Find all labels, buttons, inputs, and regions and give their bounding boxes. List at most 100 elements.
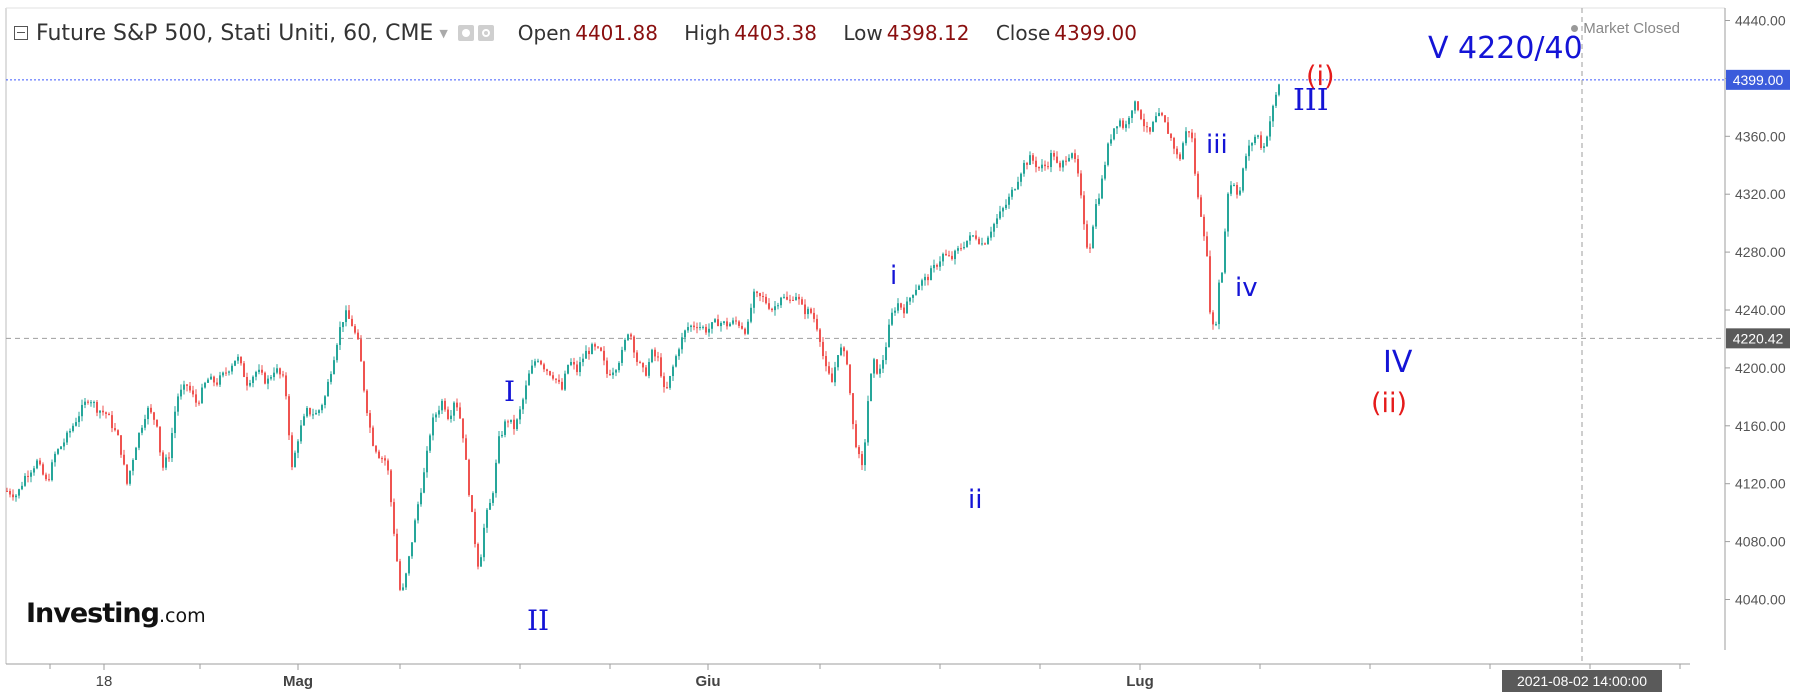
candle-body xyxy=(258,369,260,373)
candle-body xyxy=(450,415,452,419)
candle-body xyxy=(336,344,338,361)
candle-body xyxy=(81,404,83,417)
candle-body xyxy=(1164,115,1166,123)
candle-body xyxy=(678,349,680,357)
candle-body xyxy=(921,280,923,286)
candle-body xyxy=(1272,105,1274,122)
candle-body xyxy=(933,264,935,269)
candle-body xyxy=(1050,152,1052,168)
candle-body xyxy=(516,419,518,430)
candle-body xyxy=(369,413,371,428)
candle-body xyxy=(588,350,590,355)
candle-body xyxy=(963,246,965,249)
symbol-title[interactable]: Future S&P 500, Stati Uniti, 60, CME xyxy=(36,20,434,46)
candle-body xyxy=(609,373,611,376)
candle-body xyxy=(732,320,734,324)
candle-body xyxy=(1134,101,1136,111)
candle-body xyxy=(129,470,131,484)
candle-body xyxy=(84,401,86,405)
candle-body xyxy=(351,318,353,327)
candle-body xyxy=(972,235,974,237)
candle-body xyxy=(579,362,581,373)
candle-body xyxy=(498,436,500,463)
eye-icon[interactable] xyxy=(457,25,474,41)
low-label: Low xyxy=(843,21,883,45)
candle-body xyxy=(1086,224,1088,248)
gear-icon[interactable] xyxy=(477,25,494,41)
candle-body xyxy=(1275,94,1277,106)
candle-body xyxy=(1128,117,1130,125)
candle-body xyxy=(714,319,716,323)
candle-body xyxy=(114,428,116,431)
candle-body xyxy=(216,382,218,385)
candle-body xyxy=(42,464,44,475)
candle-body xyxy=(582,358,584,363)
candle-body xyxy=(915,289,917,295)
candle-body xyxy=(594,344,596,347)
chevron-down-icon[interactable]: ▼ xyxy=(439,26,448,40)
candle-body xyxy=(525,385,527,400)
candle-body xyxy=(87,401,89,403)
y-tick-label: 4160.00 xyxy=(1735,418,1786,434)
candle-body xyxy=(315,412,317,415)
x-tick-label: Giu xyxy=(696,673,721,690)
candle-body xyxy=(213,376,215,383)
candle-body xyxy=(279,368,281,375)
candle-body xyxy=(909,297,911,302)
candle-body xyxy=(222,372,224,376)
candle-body xyxy=(282,374,284,376)
candle-body xyxy=(927,276,929,281)
candle-body xyxy=(402,587,404,590)
candle-body xyxy=(852,393,854,425)
candle-body xyxy=(228,371,230,373)
candle-body xyxy=(654,349,656,357)
candle-body xyxy=(225,372,227,374)
candle-body xyxy=(807,308,809,315)
candle-body xyxy=(843,347,845,352)
candle-body xyxy=(735,320,737,322)
candle-body xyxy=(1059,162,1061,168)
candle-body xyxy=(135,447,137,460)
candle-body xyxy=(747,321,749,334)
candle-body xyxy=(804,304,806,315)
candle-body xyxy=(204,382,206,388)
candle-body xyxy=(1131,110,1133,118)
candle-body xyxy=(240,356,242,364)
candle-body xyxy=(507,421,509,423)
wave-label-iv: iv xyxy=(1235,273,1258,303)
candle-body xyxy=(924,276,926,281)
candle-body xyxy=(870,373,872,402)
candle-body xyxy=(888,324,890,348)
candle-body xyxy=(636,352,638,362)
candle-body xyxy=(987,237,989,245)
candle-body xyxy=(90,402,92,404)
candle-body xyxy=(120,435,122,455)
candle-body xyxy=(1191,132,1193,139)
candle-body xyxy=(822,341,824,357)
candle-body xyxy=(1260,135,1262,148)
candle-body xyxy=(957,248,959,251)
candle-body xyxy=(405,573,407,588)
candle-body xyxy=(861,454,863,466)
candle-body xyxy=(459,407,461,419)
x-tick-label: 18 xyxy=(96,673,113,690)
candle-body xyxy=(30,472,32,477)
candle-body xyxy=(837,355,839,368)
candle-body xyxy=(849,364,851,394)
candle-body xyxy=(381,458,383,460)
collapse-legend-icon[interactable] xyxy=(14,26,28,40)
candle-body xyxy=(711,322,713,329)
candle-body xyxy=(612,372,614,376)
candle-body xyxy=(303,416,305,426)
candle-body xyxy=(480,557,482,567)
candle-body xyxy=(384,458,386,461)
candle-body xyxy=(1257,135,1259,137)
candle-body xyxy=(96,402,98,413)
candle-body xyxy=(1146,126,1148,128)
wave-label-ii: ii xyxy=(968,485,983,515)
candle-body xyxy=(996,218,998,224)
candle-body xyxy=(597,346,599,348)
candle-body xyxy=(438,410,440,415)
candle-body xyxy=(768,303,770,309)
candle-body xyxy=(741,325,743,329)
